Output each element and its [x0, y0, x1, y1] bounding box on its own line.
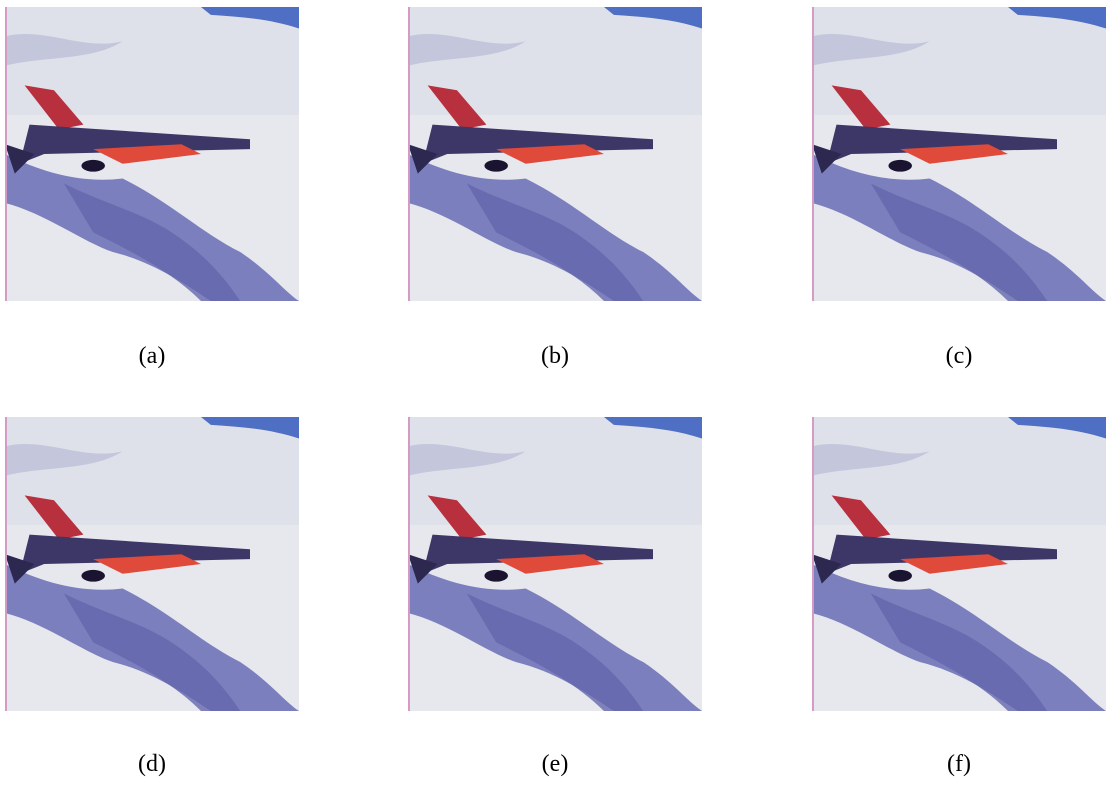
panel-image — [5, 415, 299, 713]
panel-image — [812, 5, 1106, 303]
panel-image — [408, 5, 702, 303]
figure: (a) (b) (c) (d) (e) (f) — [0, 0, 1108, 788]
panel-image — [812, 415, 1106, 713]
panel-label: (f) — [812, 751, 1106, 778]
panel-image — [408, 415, 702, 713]
panel-label: (d) — [5, 751, 299, 778]
panel-label: (b) — [408, 343, 702, 370]
panel-image — [5, 5, 299, 303]
panel-label: (e) — [408, 751, 702, 778]
panel-label: (c) — [812, 343, 1106, 370]
panel-label: (a) — [5, 343, 299, 370]
